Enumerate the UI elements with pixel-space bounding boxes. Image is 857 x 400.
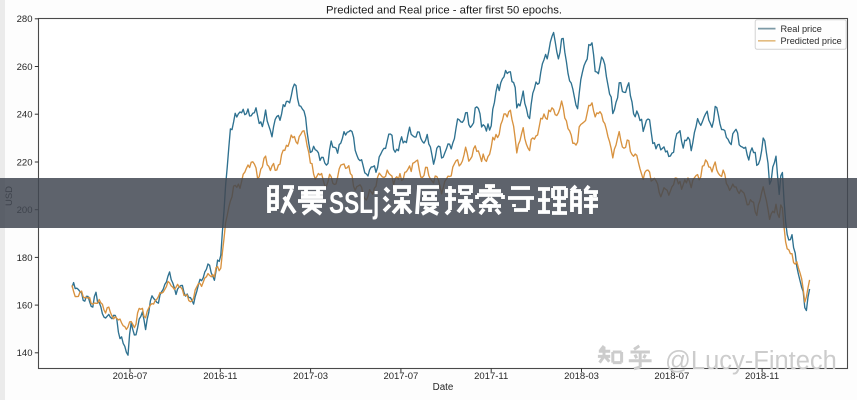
svg-text:180: 180: [17, 253, 33, 264]
svg-text:SSLj: SSLj: [329, 184, 379, 219]
svg-text:220: 220: [17, 157, 33, 168]
svg-text:240: 240: [17, 110, 33, 121]
svg-text:2018-03: 2018-03: [564, 371, 599, 382]
svg-text:260: 260: [17, 62, 33, 73]
svg-text:2017-07: 2017-07: [383, 371, 418, 382]
svg-text:2018-07: 2018-07: [654, 371, 689, 382]
svg-text:140: 140: [17, 348, 33, 359]
svg-text:2017-03: 2017-03: [293, 371, 328, 382]
svg-text:2016-07: 2016-07: [113, 371, 148, 382]
svg-text:2018-11: 2018-11: [745, 371, 779, 382]
svg-text:160: 160: [17, 301, 33, 312]
svg-text:280: 280: [17, 14, 33, 25]
svg-text:Real price: Real price: [781, 24, 822, 34]
svg-text:Date: Date: [433, 382, 454, 393]
svg-text:2016-11: 2016-11: [203, 371, 237, 382]
svg-text:Predicted price: Predicted price: [781, 36, 842, 46]
svg-text:2017-11: 2017-11: [474, 371, 508, 382]
svg-text:Predicted and Real price - aft: Predicted and Real price - after first 5…: [326, 5, 562, 17]
svg-text:@Lucy-Fintech: @Lucy-Fintech: [665, 347, 837, 375]
